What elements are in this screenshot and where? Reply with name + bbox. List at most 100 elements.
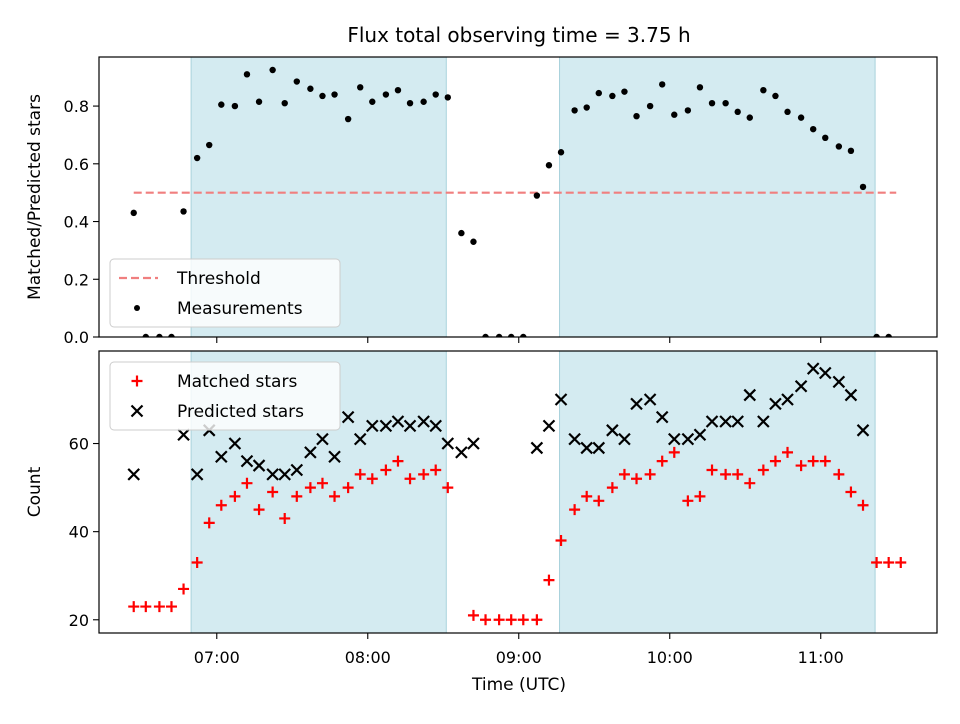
data-point [442,482,454,494]
data-point [859,183,867,191]
data-point [822,134,829,142]
data-point [658,81,666,88]
x-tick-label: 11:00 [798,648,844,667]
data-point [329,490,341,502]
data-point [554,393,568,406]
data-point [342,482,354,494]
y-tick-label: 0.8 [64,97,89,116]
data-point [252,459,266,472]
data-point [705,415,719,428]
legend-swatch [131,375,143,387]
data-point [228,437,242,450]
data-point [215,450,228,464]
data-point [708,99,716,107]
data-point [429,419,442,433]
top-panel-ratio: 0.0 0.2 0.4 0.6 0.8 Matched/Predicted stars Th… [25,56,938,347]
data-point [403,419,417,433]
data-point [168,333,175,337]
legend-swatch [134,305,140,311]
data-point [873,333,880,337]
data-point [304,482,316,494]
data-point [682,495,694,507]
data-point [520,333,527,337]
data-point [618,432,631,446]
data-point [606,424,619,437]
data-point [668,446,680,458]
series-predicted-stars [127,362,870,481]
data-point [643,393,657,406]
data-point [732,468,744,480]
data-point [722,99,729,107]
data-point [417,415,430,428]
data-point [781,393,794,406]
y-tick-label: 0.4 [64,213,89,232]
data-point [782,446,794,458]
data-point [757,464,769,476]
data-point [593,495,605,507]
data-point [190,468,204,481]
data-point [809,125,817,133]
data-point [467,609,479,621]
data-point [555,534,567,546]
data-point [243,71,251,78]
data-point [480,614,492,626]
x-tick-label: 10:00 [647,648,693,667]
data-point [784,108,791,116]
legend-label: Measurements [177,299,303,319]
data-point [621,88,628,95]
data-point [241,477,253,489]
data-point [895,557,907,568]
data-point [444,94,451,101]
observing-interval-1 [559,57,876,337]
legend-box [109,258,341,328]
data-point [743,388,757,402]
data-point [391,415,405,428]
data-point [267,486,279,498]
data-point [127,468,141,481]
data-point [266,468,279,481]
x-tick-label: 09:00 [496,648,542,667]
data-point [734,108,741,116]
data-point [441,437,455,450]
data-point [319,92,326,100]
data-point [495,333,503,337]
data-point [455,446,468,459]
data-point [883,557,895,568]
data-point [694,490,706,502]
data-point [517,614,529,626]
x-tick-label: 07:00 [194,648,240,667]
data-point [316,477,328,489]
data-point [531,614,543,626]
data-point [542,419,556,433]
data-point [177,428,190,441]
data-point [606,482,618,494]
data-point [545,162,553,169]
data-point [633,112,640,120]
data-point [331,91,338,98]
data-point [482,333,489,337]
data-point [130,209,137,217]
data-point [142,333,150,337]
data-point [156,333,163,337]
legend: Threshold Measurements [109,258,341,328]
y-axis-label: Count [25,466,45,517]
data-point [278,468,291,481]
data-point [505,614,517,626]
data-point [253,504,265,516]
data-point [307,85,314,92]
data-point [644,468,656,480]
data-point [344,115,352,123]
data-point [609,92,616,100]
plot-area [130,57,897,337]
data-point [366,419,379,433]
data-point [206,141,213,149]
data-point [720,468,732,480]
data-point [630,397,643,411]
data-point [218,101,225,108]
data-point [357,84,364,91]
legend-box [109,361,341,431]
data-point [583,104,590,111]
data-point [844,388,858,402]
data-point [240,454,254,468]
data-point [794,379,808,393]
